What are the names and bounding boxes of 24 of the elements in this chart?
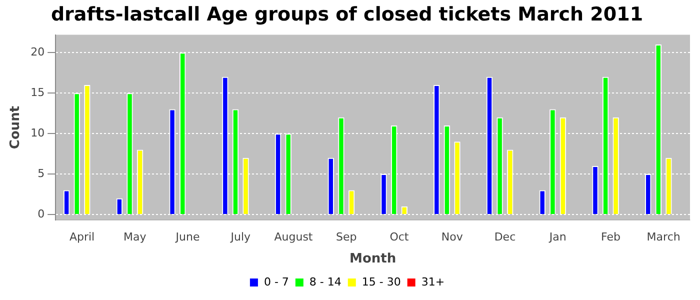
y-tick-label: 0 (38, 207, 45, 220)
x-tick-label: Feb (600, 230, 620, 244)
legend-label: 15 - 30 (362, 275, 401, 288)
x-tick-label: Nov (441, 230, 464, 244)
x-tick-label: Dec (494, 230, 516, 244)
y-tick-label: 20 (30, 45, 45, 58)
chart-title: drafts-lastcall Age groups of closed tickets March 2011 (50, 3, 644, 26)
x-tick-label: Oct (390, 230, 410, 244)
x-axis-title: Month (350, 252, 396, 267)
y-tick-label: 10 (30, 126, 45, 140)
x-tick-label: July (230, 230, 252, 244)
x-tick-label: March (646, 230, 680, 244)
y-tick-label: 15 (30, 86, 45, 99)
y-axis-title: Count (8, 106, 24, 150)
x-tick-label: May (124, 230, 147, 244)
x-tick-label: June (174, 230, 200, 244)
x-tick-label: Jan (548, 230, 566, 244)
y-tick-label: 5 (38, 166, 45, 180)
x-tick-label: Sep (336, 230, 357, 244)
legend-label: 31+ (421, 275, 445, 288)
legend-label: 0 - 7 (264, 275, 289, 288)
legend-label: 8 - 14 (309, 275, 342, 288)
x-tick-label: August (274, 230, 314, 244)
x-tick-label: April (69, 230, 95, 244)
